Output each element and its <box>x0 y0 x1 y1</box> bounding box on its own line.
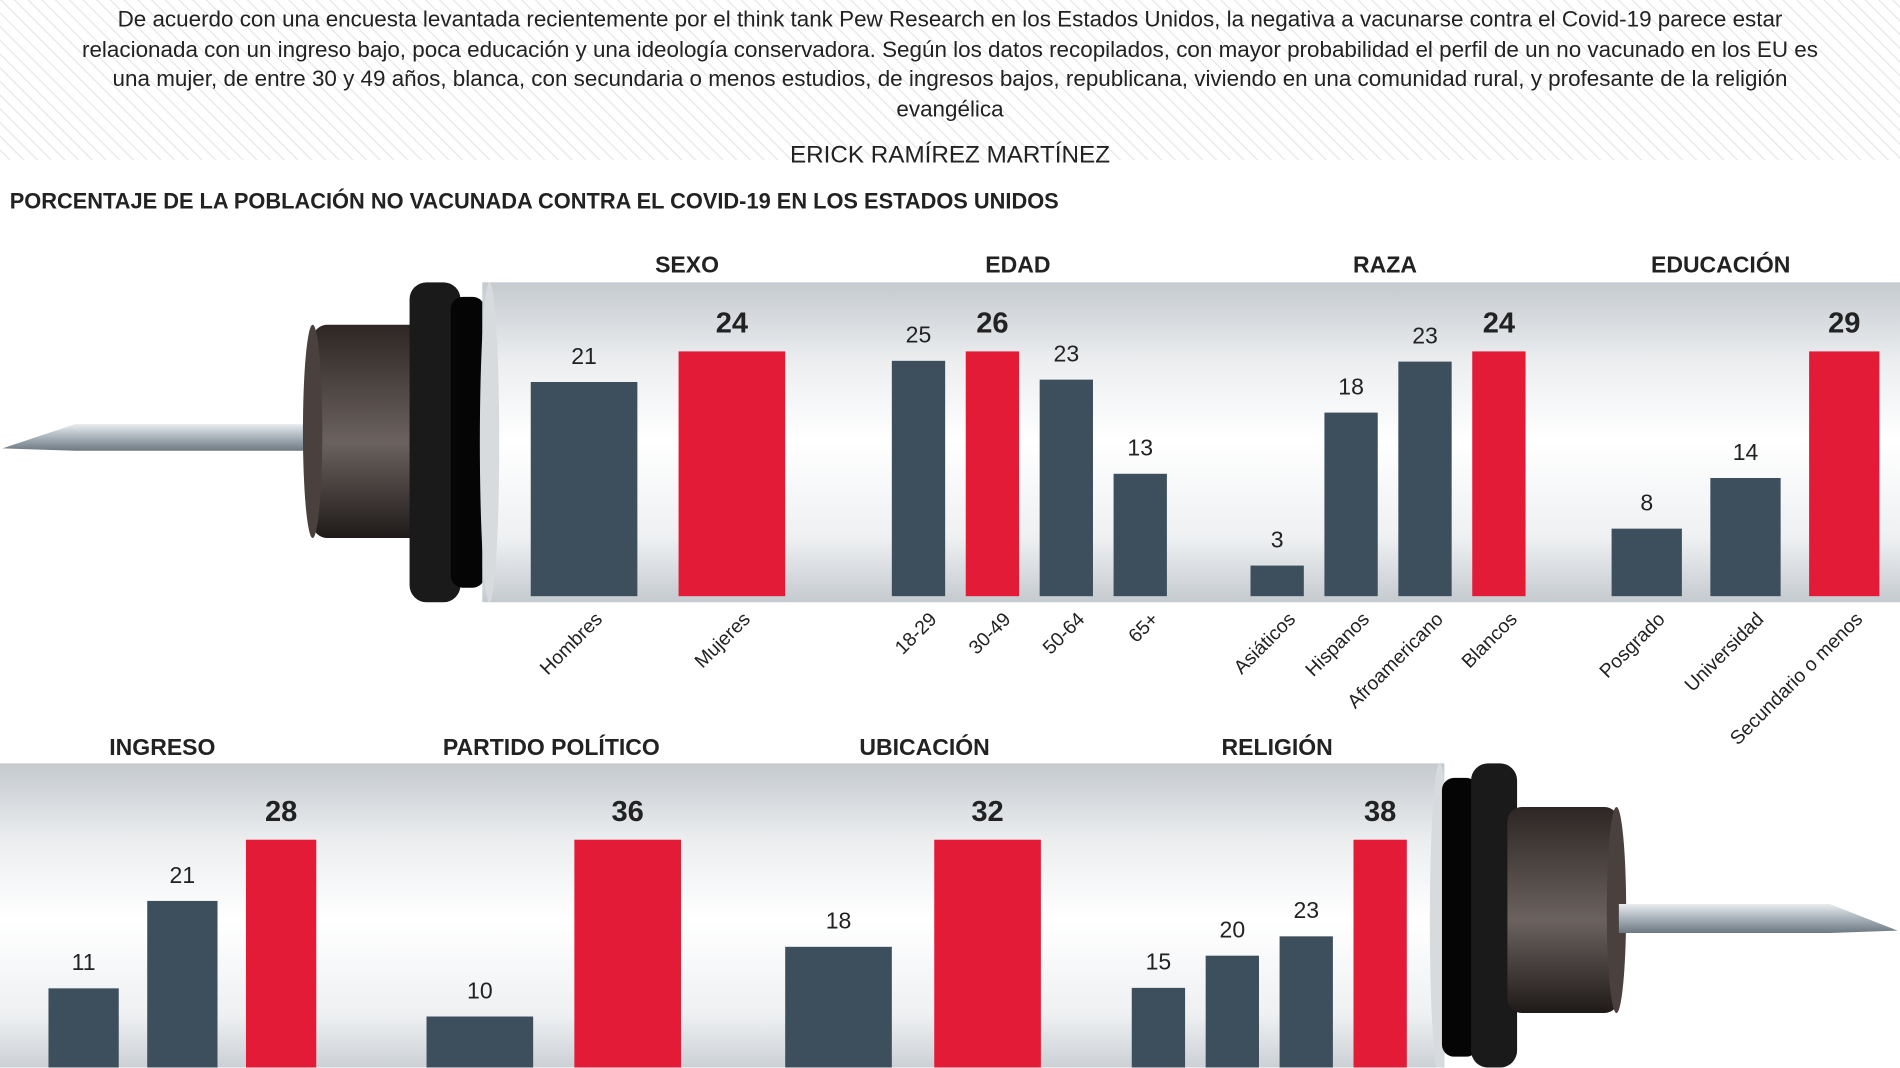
category-label: 50-64 <box>1039 608 1090 659</box>
category-label: 18-29 <box>891 608 942 659</box>
bar <box>785 946 892 1068</box>
bar <box>1205 955 1259 1068</box>
bar <box>574 839 681 1068</box>
value-label: 20 <box>1220 917 1246 943</box>
value-label: 24 <box>1483 307 1516 339</box>
group-title: UBICACIÓN <box>859 733 989 760</box>
bar <box>1279 936 1333 1068</box>
value-label: 18 <box>826 908 852 934</box>
group-title: PARTIDO POLÍTICO <box>443 733 660 760</box>
bar <box>1710 478 1781 597</box>
value-label: 10 <box>467 977 493 1003</box>
bar <box>48 988 119 1068</box>
bar <box>1353 839 1407 1068</box>
bar <box>678 351 786 597</box>
bar <box>965 351 1020 597</box>
category-label: Hispanos <box>1301 608 1374 681</box>
value-label: 21 <box>170 862 196 888</box>
value-label: 15 <box>1146 949 1172 975</box>
intro: De acuerdo con una encuesta levantada re… <box>82 6 1818 121</box>
bar <box>147 900 218 1068</box>
bar <box>1113 473 1167 597</box>
value-label: 8 <box>1640 489 1653 515</box>
bar <box>1398 361 1452 597</box>
value-label: 32 <box>971 796 1003 828</box>
heading: PORCENTAJE DE LA POBLACIÓN NO VACUNADA C… <box>9 189 1059 214</box>
bar <box>245 839 317 1068</box>
bar <box>1039 379 1093 597</box>
value-label: 14 <box>1733 439 1759 465</box>
category-label: Hombres <box>536 608 607 679</box>
value-label: 29 <box>1828 307 1860 339</box>
category-label: 65+ <box>1124 608 1163 647</box>
bar <box>1809 351 1880 597</box>
bar <box>1472 351 1526 597</box>
value-label: 38 <box>1364 796 1396 828</box>
value-label: 23 <box>1054 340 1080 366</box>
bar <box>934 839 1041 1068</box>
bar <box>530 381 638 597</box>
bar <box>1611 528 1682 597</box>
group-title: RAZA <box>1353 252 1417 278</box>
value-label: 23 <box>1412 322 1438 348</box>
category-label: 30-49 <box>965 608 1016 659</box>
group-title: EDUCACIÓN <box>1651 251 1790 278</box>
bar <box>1131 987 1186 1068</box>
group-title: INGRESO <box>109 734 215 760</box>
group-title: EDAD <box>985 252 1050 278</box>
value-label: 25 <box>906 322 932 348</box>
bar <box>1250 565 1304 597</box>
value-label: 11 <box>72 949 96 975</box>
value-label: 13 <box>1127 435 1153 461</box>
value-label: 3 <box>1271 526 1284 552</box>
author: ERICK RAMÍREZ MARTÍNEZ <box>789 141 1111 169</box>
category-label: Universidad <box>1680 608 1768 696</box>
value-label: 21 <box>571 343 597 369</box>
bar <box>426 1016 534 1068</box>
value-label: 28 <box>265 796 297 828</box>
bar <box>1324 412 1378 597</box>
category-label: Mujeres <box>690 608 754 672</box>
bar <box>891 360 946 597</box>
value-label: 26 <box>976 307 1008 339</box>
syringe-bottom <box>0 763 1898 1068</box>
category-label: Posgrado <box>1595 608 1669 682</box>
value-label: 36 <box>612 796 644 828</box>
header-bg <box>0 0 1900 160</box>
category-label: Asiáticos <box>1230 608 1300 678</box>
group-title: RELIGIÓN <box>1222 733 1333 760</box>
group-title: SEXO <box>655 252 719 278</box>
value-label: 18 <box>1338 373 1364 399</box>
category-label: Blancos <box>1457 608 1521 672</box>
value-label: 24 <box>716 307 749 339</box>
value-label: 23 <box>1293 897 1319 923</box>
